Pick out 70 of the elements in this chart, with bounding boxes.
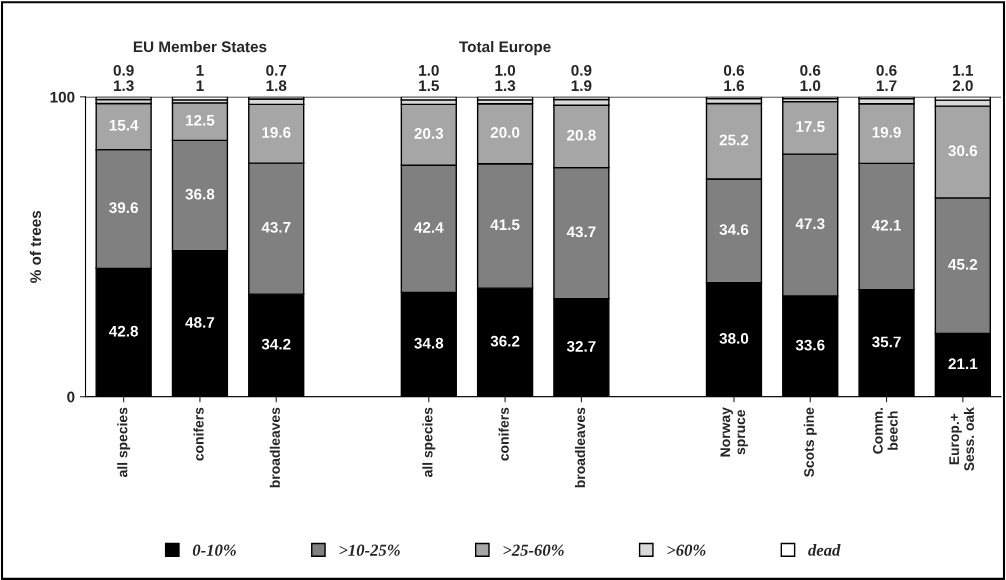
data-label: 39.6 xyxy=(109,202,138,214)
data-label: 33.6 xyxy=(795,339,825,351)
x-tick-label: broadleaves xyxy=(269,407,280,488)
data-label: 0.6 xyxy=(800,64,821,76)
x-tick-label: all species xyxy=(422,407,436,477)
data-label: 1 xyxy=(196,80,204,91)
x-tick-label: broadleaves xyxy=(574,407,586,488)
data-label: 1.0 xyxy=(495,64,516,76)
text: Total Europe xyxy=(459,40,551,56)
data-label: 42.4 xyxy=(414,222,444,233)
data-label: 0.9 xyxy=(571,64,592,76)
data-label: 47.3 xyxy=(795,218,825,230)
legend-label: >60% xyxy=(667,544,706,556)
text: EU Member States xyxy=(133,40,267,53)
data-label: 1.1 xyxy=(953,65,974,76)
x-tick-label: Scots pine xyxy=(803,407,817,477)
data-label: 20.0 xyxy=(490,127,520,138)
data-label: 19.6 xyxy=(262,127,291,138)
data-label: 35.7 xyxy=(872,336,901,348)
data-label: 41.5 xyxy=(490,219,520,231)
data-label: 21.1 xyxy=(948,358,978,370)
data-label: 30.6 xyxy=(948,145,978,157)
data-label: 48.7 xyxy=(185,316,215,328)
data-label: 1 xyxy=(196,65,204,76)
x-tick-label: Norway spruce xyxy=(720,407,748,457)
data-label: 1.3 xyxy=(495,80,516,92)
data-label: 25.2 xyxy=(719,134,749,146)
x-tick-label: conifers xyxy=(193,407,204,461)
data-label: 36.2 xyxy=(490,335,520,347)
data-label: 15.4 xyxy=(109,119,139,131)
data-label: 0.7 xyxy=(266,64,287,76)
y-tick-label: 0 xyxy=(67,391,75,403)
data-label: 1.9 xyxy=(571,80,592,92)
data-label: 43.7 xyxy=(566,226,596,238)
legend-label: 0-10% xyxy=(192,544,236,556)
data-label: 1.5 xyxy=(419,80,439,92)
x-tick-label: conifers xyxy=(498,407,509,461)
data-label: 0.6 xyxy=(876,64,897,76)
x-tick-label: Comm. beech xyxy=(872,408,898,454)
x-tick-label: all species xyxy=(117,407,131,477)
data-label: 20.3 xyxy=(414,128,444,139)
legend-label: >25-60% xyxy=(503,544,564,556)
y-tick-label: 100 xyxy=(50,91,75,103)
data-label: 1.3 xyxy=(114,80,134,92)
y-axis-title: % of trees xyxy=(29,210,42,283)
data-label: 2.0 xyxy=(952,80,973,92)
data-label: 0.6 xyxy=(723,64,745,76)
data-label: 42.1 xyxy=(871,219,901,231)
data-label: 36.8 xyxy=(185,188,215,200)
data-label: 1.7 xyxy=(876,80,897,91)
data-label: 12.5 xyxy=(186,114,215,126)
data-label: 42.8 xyxy=(109,325,139,337)
x-tick-label: Europ.+ Sess. oak xyxy=(949,407,975,471)
data-label: 1.0 xyxy=(419,64,439,76)
legend-label: dead xyxy=(808,544,841,556)
data-label: 1.0 xyxy=(800,80,821,92)
data-label: 19.9 xyxy=(872,126,901,138)
data-label: 20.8 xyxy=(567,129,596,141)
data-label: 17.5 xyxy=(796,121,825,132)
data-label: 45.2 xyxy=(948,258,978,270)
data-label: 1.8 xyxy=(266,80,287,92)
legend-label: >10-25% xyxy=(339,544,400,556)
data-label: 38.0 xyxy=(719,333,749,344)
data-label: 32.7 xyxy=(566,340,596,352)
data-label: 34.2 xyxy=(261,338,291,350)
data-label: 43.7 xyxy=(261,221,291,233)
data-label: 0.9 xyxy=(113,64,134,76)
data-label: 34.8 xyxy=(414,337,444,349)
data-label: 1.6 xyxy=(724,80,745,92)
data-label: 34.6 xyxy=(719,224,749,236)
